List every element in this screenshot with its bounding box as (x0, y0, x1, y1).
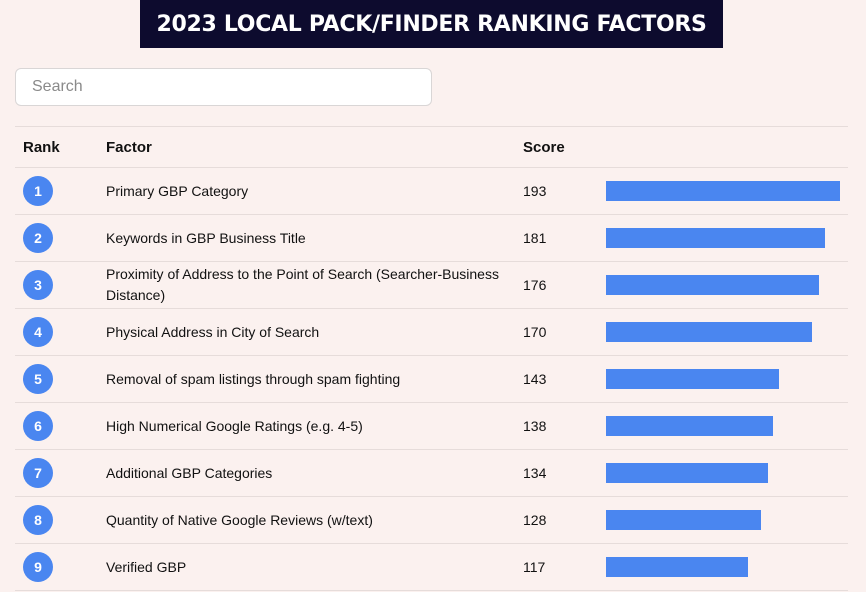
score-value: 170 (523, 324, 547, 340)
factor-column-header: Factor (106, 139, 152, 156)
score-value: 117 (523, 559, 546, 575)
table-header: Rank Factor Score (15, 126, 848, 168)
factor-label: Proximity of Address to the Point of Sea… (106, 266, 499, 303)
table-row: 4 Physical Address in City of Search 170 (15, 309, 848, 356)
table-row: 5 Removal of spam listings through spam f… (15, 356, 848, 403)
score-value: 134 (523, 465, 547, 481)
factor-label: Quantity of Native Google Reviews (w/tex… (106, 511, 373, 528)
score-bar (606, 416, 773, 436)
factor-label: Keywords in GBP Business Title (106, 229, 306, 246)
factor-label: Verified GBP (106, 558, 187, 575)
ranking-table: Rank Factor Score 1 Primary GBP Category 1… (15, 126, 848, 591)
rank-badge: 8 (23, 505, 53, 535)
score-bar (606, 557, 748, 577)
rank-badge: 4 (23, 317, 53, 347)
table-row: 9 Verified GBP 117 (15, 544, 848, 591)
table-row: 8 Quantity of Native Google Reviews (w/te… (15, 497, 848, 544)
rank-badge: 2 (23, 223, 53, 253)
title-banner: 2023 LOCAL PACK/FINDER RANKING FACTORS (140, 0, 723, 48)
rank-badge: 9 (23, 552, 53, 582)
table-body: 1 Primary GBP Category 193 2 Keywords in GBP… (15, 168, 848, 591)
score-value: 143 (523, 371, 547, 387)
score-bar (606, 181, 840, 201)
table-row: 3 Proximity of Address to the Point of Se… (15, 262, 848, 309)
table-row: 7 Additional GBP Categories 134 (15, 450, 848, 497)
table-row: 1 Primary GBP Category 193 (15, 168, 848, 215)
score-value: 128 (523, 512, 547, 528)
page-title: 2023 LOCAL PACK/FINDER RANKING FACTORS (156, 11, 707, 37)
score-value: 181 (523, 230, 547, 246)
score-bar (606, 322, 812, 342)
factor-label: Removal of spam listings through spam fi… (106, 370, 401, 387)
factor-label: Primary GBP Category (106, 182, 249, 199)
rank-badge: 7 (23, 458, 53, 488)
rank-badge: 1 (23, 176, 53, 206)
table-row: 2 Keywords in GBP Business Title 181 (15, 215, 848, 262)
factor-label: Physical Address in City of Search (106, 323, 320, 340)
score-bar (606, 369, 779, 389)
rank-column-header: Rank (23, 139, 60, 156)
factor-label: Additional GBP Categories (106, 464, 273, 481)
rank-badge: 5 (23, 364, 53, 394)
rank-badge: 6 (23, 411, 53, 441)
factor-label: High Numerical Google Ratings (e.g. 4-5) (106, 417, 363, 434)
score-value: 138 (523, 418, 547, 434)
rank-badge: 3 (23, 270, 53, 300)
score-bar (606, 275, 819, 295)
table-row: 6 High Numerical Google Ratings (e.g. 4-5… (15, 403, 848, 450)
score-value: 193 (523, 183, 547, 199)
score-value: 176 (523, 277, 547, 293)
score-bar (606, 510, 761, 530)
score-bar (606, 228, 825, 248)
search-input[interactable] (15, 68, 432, 106)
score-bar (606, 463, 768, 483)
score-column-header: Score (523, 139, 565, 156)
